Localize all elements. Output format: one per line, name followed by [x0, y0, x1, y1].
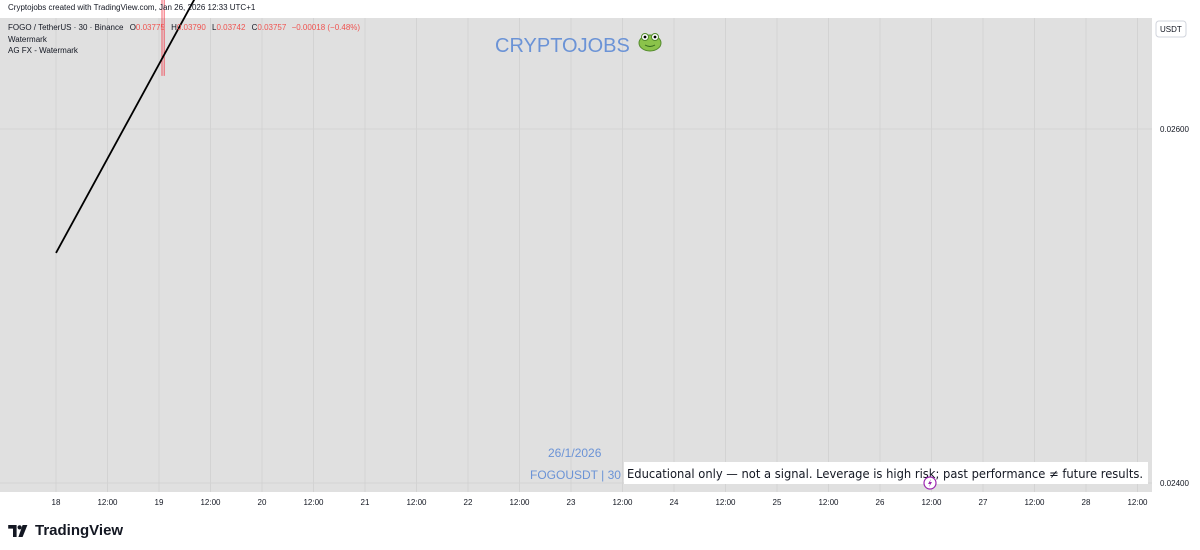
- currency-button[interactable]: [1155, 20, 1187, 38]
- disclaimer-text: Educational only — not a signal. Leverag…: [627, 467, 1143, 481]
- watermark-date: 26/1/2026: [548, 446, 602, 460]
- h-value: 0.03790: [176, 23, 206, 32]
- plot-background: [0, 18, 1152, 492]
- time-tick-label: 20: [258, 498, 267, 507]
- time-tick-label: 12:00: [715, 498, 736, 507]
- indicator-watermark[interactable]: Watermark: [8, 35, 47, 44]
- time-tick-label: 12:00: [406, 498, 427, 507]
- time-tick-label: 12:00: [200, 498, 221, 507]
- frog-icon: [638, 33, 662, 52]
- symbol-line: FOGO / TetherUS · 30 · Binance: [8, 23, 124, 32]
- o-value: 0.03775: [135, 23, 165, 32]
- time-tick-label: 12:00: [612, 498, 633, 507]
- watermark-title: CRYPTOJOBS: [495, 35, 630, 57]
- change-value: −0.00018 (−0.48%): [291, 23, 361, 32]
- price-tick-label: 0.02400: [1160, 479, 1189, 488]
- tradingview-logo-icon: [8, 524, 28, 537]
- watermark-symbol: FOGOUSDT | 30: [530, 468, 621, 482]
- c-value: 0.03757: [257, 23, 287, 32]
- time-tick-label: 12:00: [818, 498, 839, 507]
- currency-label: USDT: [1160, 25, 1182, 34]
- c-label: C: [251, 23, 258, 32]
- time-tick-label: 19: [155, 498, 164, 507]
- time-tick-label: 21: [361, 498, 370, 507]
- brand-name: TradingView: [35, 522, 124, 539]
- l-label: L: [212, 23, 217, 32]
- price-axis[interactable]: 0.048000.046000.044000.042000.040000.038…: [1160, 0, 1189, 488]
- disclaimer-background: [624, 462, 1148, 484]
- o-label: O: [129, 23, 136, 32]
- h-label: H: [171, 23, 177, 32]
- time-tick-label: 12:00: [1024, 498, 1045, 507]
- indicator-agfx-watermark[interactable]: AG FX - Watermark: [8, 46, 78, 55]
- time-tick-label: 26: [876, 498, 885, 507]
- alert-icon[interactable]: [923, 476, 937, 490]
- time-tick-label: 28: [1082, 498, 1091, 507]
- time-tick-label: 12:00: [97, 498, 118, 507]
- l-value: 0.03742: [216, 23, 246, 32]
- time-tick-label: 24: [670, 498, 679, 507]
- time-tick-label: 12:00: [509, 498, 530, 507]
- time-tick-label: 12:00: [921, 498, 942, 507]
- time-tick-label: 23: [567, 498, 576, 507]
- grid-lines: [0, 18, 1152, 492]
- time-tick-label: 27: [979, 498, 988, 507]
- time-axis[interactable]: 18 12:00 19 12:00 20 12:00 21 12:00 22 12:00 23 12:…: [52, 498, 1149, 507]
- attribution: Cryptojobs created with TradingView.com,…: [8, 3, 256, 12]
- time-tick-label: 12:00: [1127, 498, 1148, 507]
- time-tick-label: 22: [464, 498, 473, 507]
- time-tick-label: 18: [52, 498, 61, 507]
- time-tick-label: 12:00: [303, 498, 324, 507]
- time-axis-background: [0, 492, 1200, 514]
- tradingview-brand[interactable]: TradingView: [8, 522, 123, 539]
- time-tick-label: 25: [773, 498, 782, 507]
- symbol-info: FOGO / TetherUS · 30 · Binance O0.03775 …: [8, 23, 360, 32]
- price-tick-label: 0.02600: [1160, 125, 1189, 134]
- price-axis-background: [1152, 18, 1200, 492]
